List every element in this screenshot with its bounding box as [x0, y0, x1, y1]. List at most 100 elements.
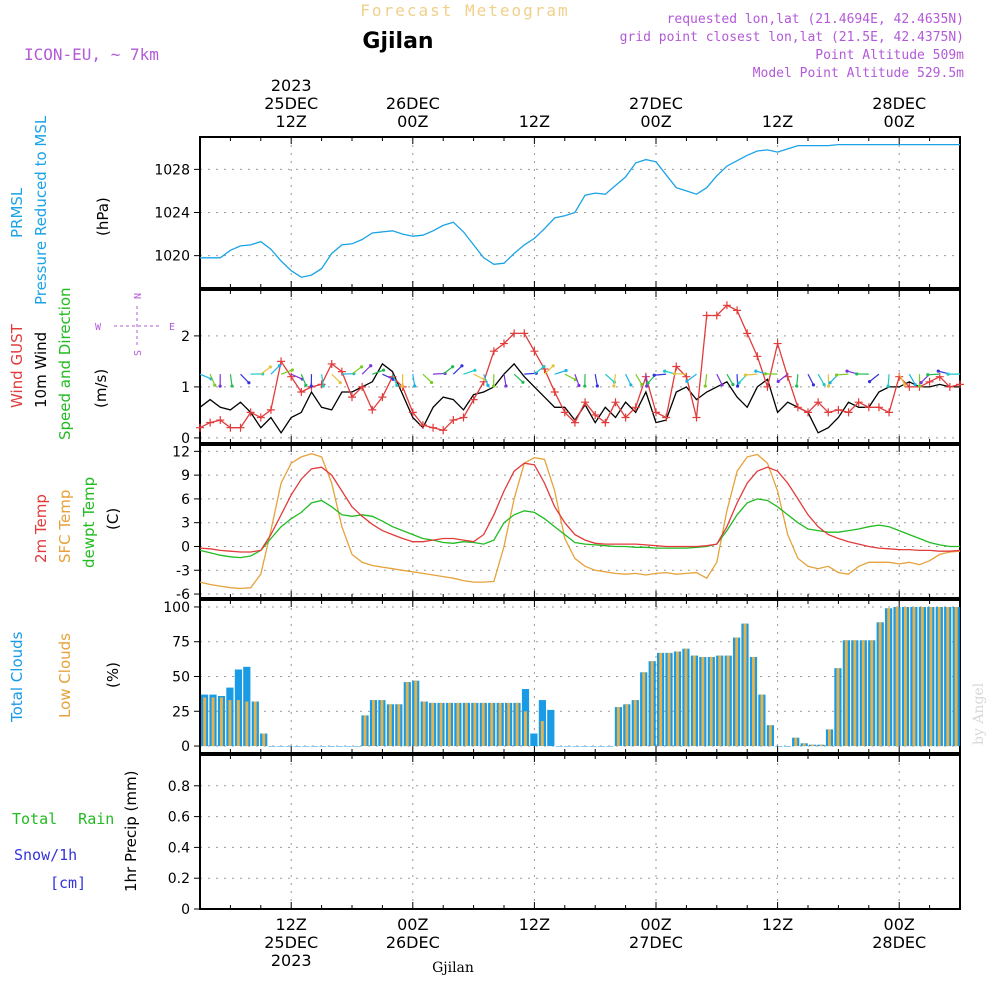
requested-coords: requested lon,lat (21.4694E, 42.4635N)	[667, 12, 964, 27]
bottom-tick-label: 00Z	[640, 915, 671, 934]
low-cloud-bar	[642, 672, 646, 746]
low-cloud-bar	[220, 697, 223, 747]
gust-marker	[297, 388, 306, 396]
low-cloud-bar	[937, 607, 941, 747]
low-cloud-bar	[954, 607, 958, 747]
wind-arrow-head	[845, 369, 849, 373]
low-cloud-bar	[431, 702, 435, 746]
gust-marker	[439, 426, 448, 435]
gust-marker	[327, 359, 336, 368]
low-cloud-bar	[464, 702, 468, 746]
precip-ytick-label: 0.2	[168, 871, 190, 887]
total-cloud-bar	[353, 746, 361, 747]
total-cloud-bar	[581, 746, 589, 747]
low-cloud-bar	[819, 744, 823, 747]
wind-arrow	[300, 373, 307, 386]
wind-arrow-head	[822, 382, 826, 387]
temp-ytick-label: 12	[172, 444, 190, 460]
wind-arrow-head	[277, 364, 282, 368]
low-cloud-bar	[659, 652, 663, 747]
wind-arrow-head	[583, 384, 587, 388]
precip-ytick-label: 0.8	[168, 779, 190, 795]
precip-label-snow: Snow/1h	[14, 846, 77, 864]
low-cloud-bar	[861, 640, 865, 746]
clouds-frame	[199, 599, 961, 754]
wind-arrow-head	[918, 384, 922, 388]
low-cloud-bar	[946, 607, 950, 747]
wind-arrow	[777, 373, 789, 382]
gust-marker	[733, 306, 742, 315]
gust-marker	[773, 339, 782, 348]
precip-label-rain: Total Rain	[12, 810, 114, 828]
watermark: by Angel	[971, 682, 987, 745]
gust-marker	[216, 416, 225, 425]
cloud-label-low: Low Clouds	[56, 633, 74, 718]
low-cloud-bar	[650, 661, 654, 746]
gust-marker	[581, 398, 590, 407]
low-cloud-bar	[904, 607, 907, 747]
top-tick-label: 27DEC	[629, 94, 683, 113]
total-cloud-bar	[783, 746, 791, 747]
low-cloud-bar	[718, 655, 722, 746]
wind-arrow-head	[652, 373, 656, 377]
temp-unit: (C)	[104, 508, 122, 530]
low-cloud-bar	[726, 655, 730, 746]
low-cloud-bar	[388, 704, 392, 746]
gust-marker	[804, 408, 812, 417]
wind-arrow-head	[743, 373, 747, 377]
wind-arrow-head	[685, 379, 689, 383]
clouds-ytick-label: 0	[181, 739, 190, 755]
low-cloud-bar	[456, 702, 460, 746]
wind-arrow	[927, 373, 940, 376]
gust-marker	[378, 393, 387, 402]
low-cloud-bar	[743, 623, 747, 746]
wind-arrow	[574, 373, 580, 386]
gust-marker	[722, 301, 731, 310]
wind-arrow-head	[521, 380, 525, 384]
wind-arrow	[361, 365, 372, 375]
wind-arrow	[473, 373, 485, 381]
wind-arrow-head	[645, 384, 649, 388]
clouds-ytick-label: 75	[172, 635, 190, 651]
wind-arrow-head	[919, 380, 923, 385]
point-altitude: Point Altitude 509m	[815, 48, 964, 63]
wind-arrow	[807, 373, 814, 386]
top-tick-label: 28DEC	[872, 94, 926, 113]
bottom-tick-label: 12Z	[519, 915, 550, 934]
wind-arrow	[594, 374, 598, 387]
total-cloud-bar	[547, 709, 555, 747]
wind-arrow	[836, 373, 849, 376]
wind-arrow	[817, 373, 825, 385]
footer-location: Gjilan	[432, 960, 474, 976]
wind-arrow-head	[776, 379, 780, 384]
low-cloud-bar	[481, 702, 485, 746]
low-cloud-bar	[828, 729, 831, 747]
wind-arrow	[503, 374, 507, 387]
wind-arrow-head	[737, 381, 741, 385]
low-cloud-bar	[253, 701, 257, 746]
low-cloud-bar	[228, 700, 232, 746]
precip-ytick-label: 0.6	[168, 810, 190, 826]
wind-arrow	[736, 374, 739, 387]
wind-arrow	[280, 369, 293, 375]
low-cloud-bar	[836, 668, 840, 747]
wind-arrow-head	[213, 383, 217, 387]
pressure-ytick-label: 1020	[154, 249, 190, 265]
model-name: ICON-EU, ~ 7km	[24, 45, 159, 64]
wind-ytick-label: 0	[181, 431, 190, 447]
low-cloud-bar	[211, 697, 215, 747]
wind-arrow	[726, 373, 734, 385]
gust-marker	[844, 408, 853, 417]
top-tick-label: 2023	[271, 76, 312, 95]
low-cloud-bar	[203, 697, 207, 747]
total-cloud-bar	[310, 746, 318, 747]
low-cloud-bar	[380, 700, 384, 746]
gust-marker	[337, 367, 346, 376]
low-cloud-bar	[515, 702, 519, 746]
meteogram-title: Forecast Meteogram	[360, 1, 569, 20]
wind-arrow-head	[629, 383, 633, 387]
low-cloud-bar	[372, 700, 375, 746]
low-cloud-bar	[929, 607, 933, 747]
low-cloud-bar	[912, 607, 916, 747]
wind-arrow-head	[913, 382, 917, 387]
